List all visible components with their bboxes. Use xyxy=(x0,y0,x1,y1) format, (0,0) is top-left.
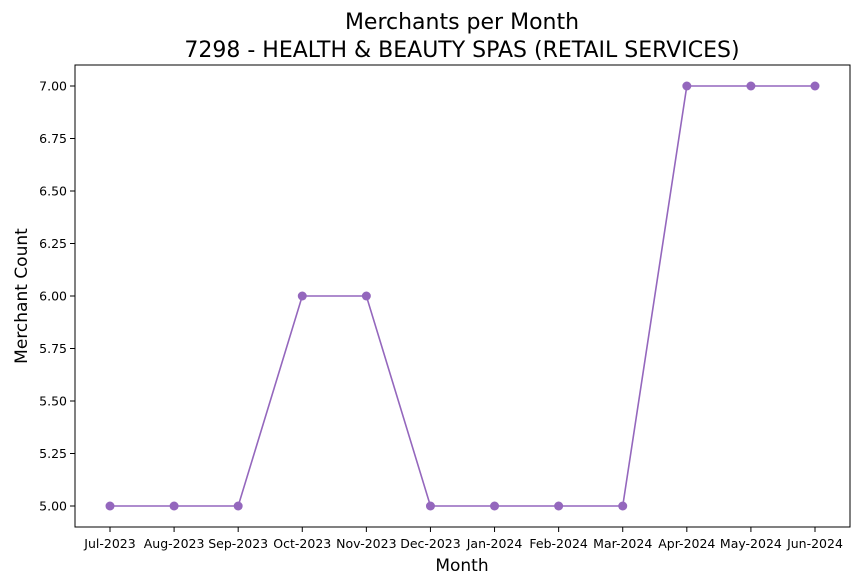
data-point xyxy=(233,501,243,511)
x-tick-label: Feb-2024 xyxy=(529,536,588,551)
chart-subtitle: 7298 - HEALTH & BEAUTY SPAS (RETAIL SERV… xyxy=(184,38,739,63)
data-point xyxy=(682,81,692,91)
x-tick-label: Jan-2024 xyxy=(466,536,523,551)
data-point xyxy=(425,501,435,511)
y-tick-label: 6.50 xyxy=(39,184,67,199)
x-tick-label: Mar-2024 xyxy=(593,536,652,551)
series-layer xyxy=(105,81,820,511)
data-point xyxy=(746,81,756,91)
y-tick-label: 7.00 xyxy=(39,79,67,94)
x-tick-label: Dec-2023 xyxy=(400,536,461,551)
y-tick-label: 5.25 xyxy=(39,446,67,461)
data-point xyxy=(105,501,115,511)
y-tick-label: 5.00 xyxy=(39,499,67,514)
y-tick-label: 6.00 xyxy=(39,289,67,304)
data-point xyxy=(297,291,307,301)
data-point xyxy=(554,501,564,511)
y-tick-label: 6.75 xyxy=(39,131,67,146)
data-point xyxy=(490,501,500,511)
data-point xyxy=(618,501,628,511)
x-tick-label: Nov-2023 xyxy=(336,536,396,551)
chart-title: Merchants per Month xyxy=(345,10,579,35)
x-tick-label: Jun-2024 xyxy=(786,536,843,551)
x-axis-label: Month xyxy=(435,556,488,576)
plot-area-frame xyxy=(74,64,851,528)
y-tick-label: 5.50 xyxy=(39,394,67,409)
x-tick-label: Sep-2023 xyxy=(208,536,268,551)
y-axis: 5.00 5.25 5.50 5.75 6.00 6.25 6.50 6.75 7.00 xyxy=(39,79,75,514)
data-point xyxy=(169,501,179,511)
y-axis-label: Merchant Count xyxy=(12,228,32,364)
x-tick-label: May-2024 xyxy=(720,536,782,551)
x-tick-label: Aug-2023 xyxy=(144,536,205,551)
x-tick-label: Oct-2023 xyxy=(273,536,331,551)
x-axis: Jul-2023 Aug-2023 Sep-2023 Oct-2023 Nov-2023… xyxy=(83,527,843,551)
series-line xyxy=(110,85,815,507)
y-tick-label: 5.75 xyxy=(39,341,67,356)
y-tick-label: 6.25 xyxy=(39,236,67,251)
x-tick-label: Apr-2024 xyxy=(658,536,715,551)
data-point xyxy=(361,291,371,301)
data-point xyxy=(810,81,820,91)
x-tick-label: Jul-2023 xyxy=(83,536,135,551)
